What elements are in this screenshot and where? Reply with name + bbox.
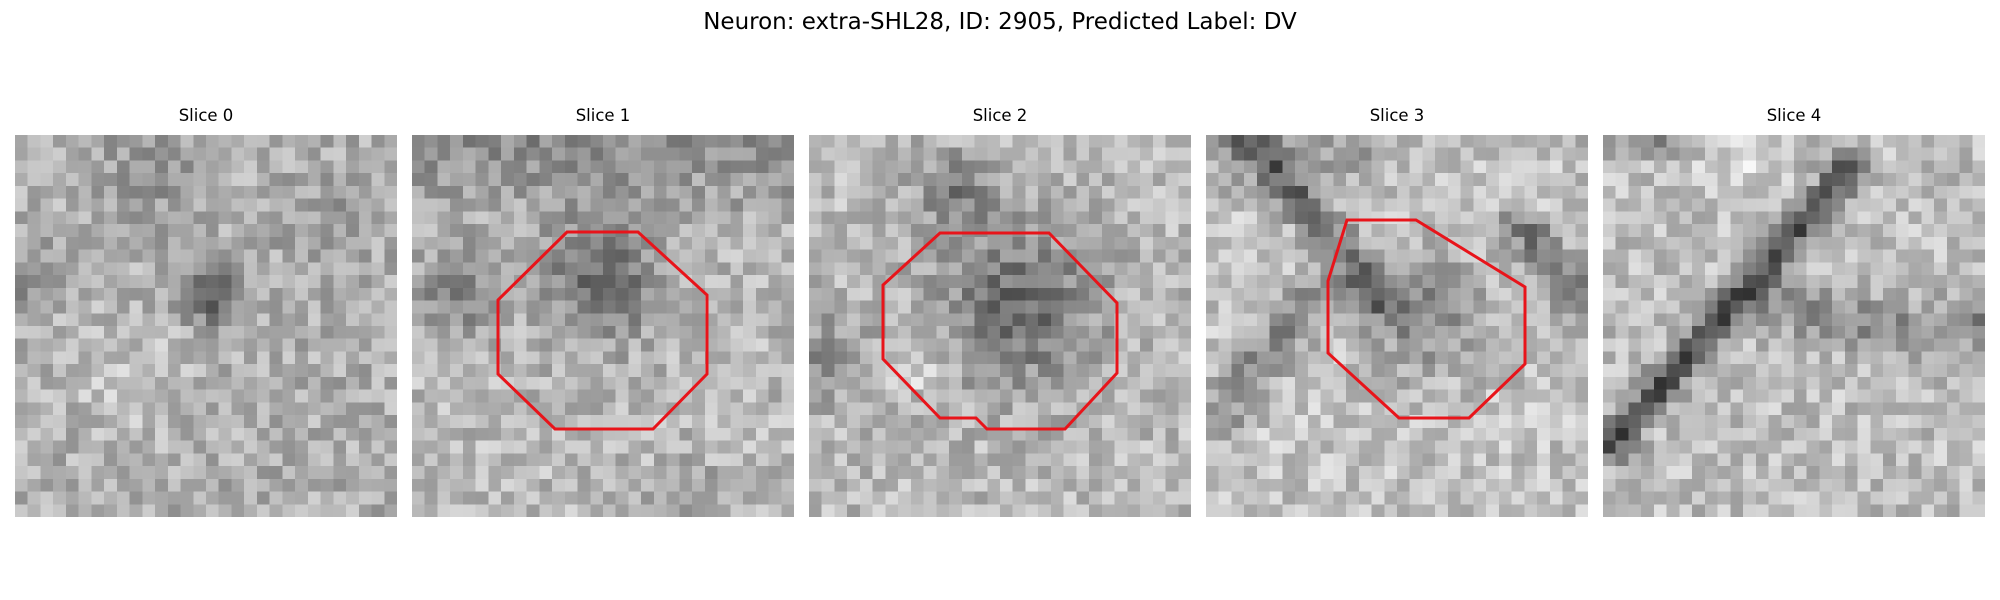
slice-image-3 xyxy=(1206,135,1588,517)
slice-panel-4: Slice 4 xyxy=(1603,105,1985,519)
slice-image-2 xyxy=(809,135,1191,517)
roi-octagon-3 xyxy=(1328,220,1525,418)
slice-image-1 xyxy=(412,135,794,517)
roi-octagon-1 xyxy=(498,232,707,429)
slice-title-1: Slice 1 xyxy=(412,105,794,127)
roi-overlay-3 xyxy=(1206,135,1588,517)
slice-panel-3: Slice 3 xyxy=(1206,105,1588,519)
slice-panel-1: Slice 1 xyxy=(412,105,794,519)
slice-title-0: Slice 0 xyxy=(15,105,397,127)
slice-image-pixels-0 xyxy=(15,135,397,517)
slice-title-4: Slice 4 xyxy=(1603,105,1985,127)
slice-image-pixels-4 xyxy=(1603,135,1985,517)
slice-image-0 xyxy=(15,135,397,517)
slice-title-3: Slice 3 xyxy=(1206,105,1588,127)
slice-title-2: Slice 2 xyxy=(809,105,1191,127)
slice-image-4 xyxy=(1603,135,1985,517)
roi-overlay-2 xyxy=(809,135,1191,517)
slice-panel-0: Slice 0 xyxy=(15,105,397,519)
figure-title: Neuron: extra-SHL28, ID: 2905, Predicted… xyxy=(0,6,2000,38)
slice-panel-2: Slice 2 xyxy=(809,105,1191,519)
roi-octagon-2 xyxy=(883,233,1117,429)
roi-overlay-1 xyxy=(412,135,794,517)
